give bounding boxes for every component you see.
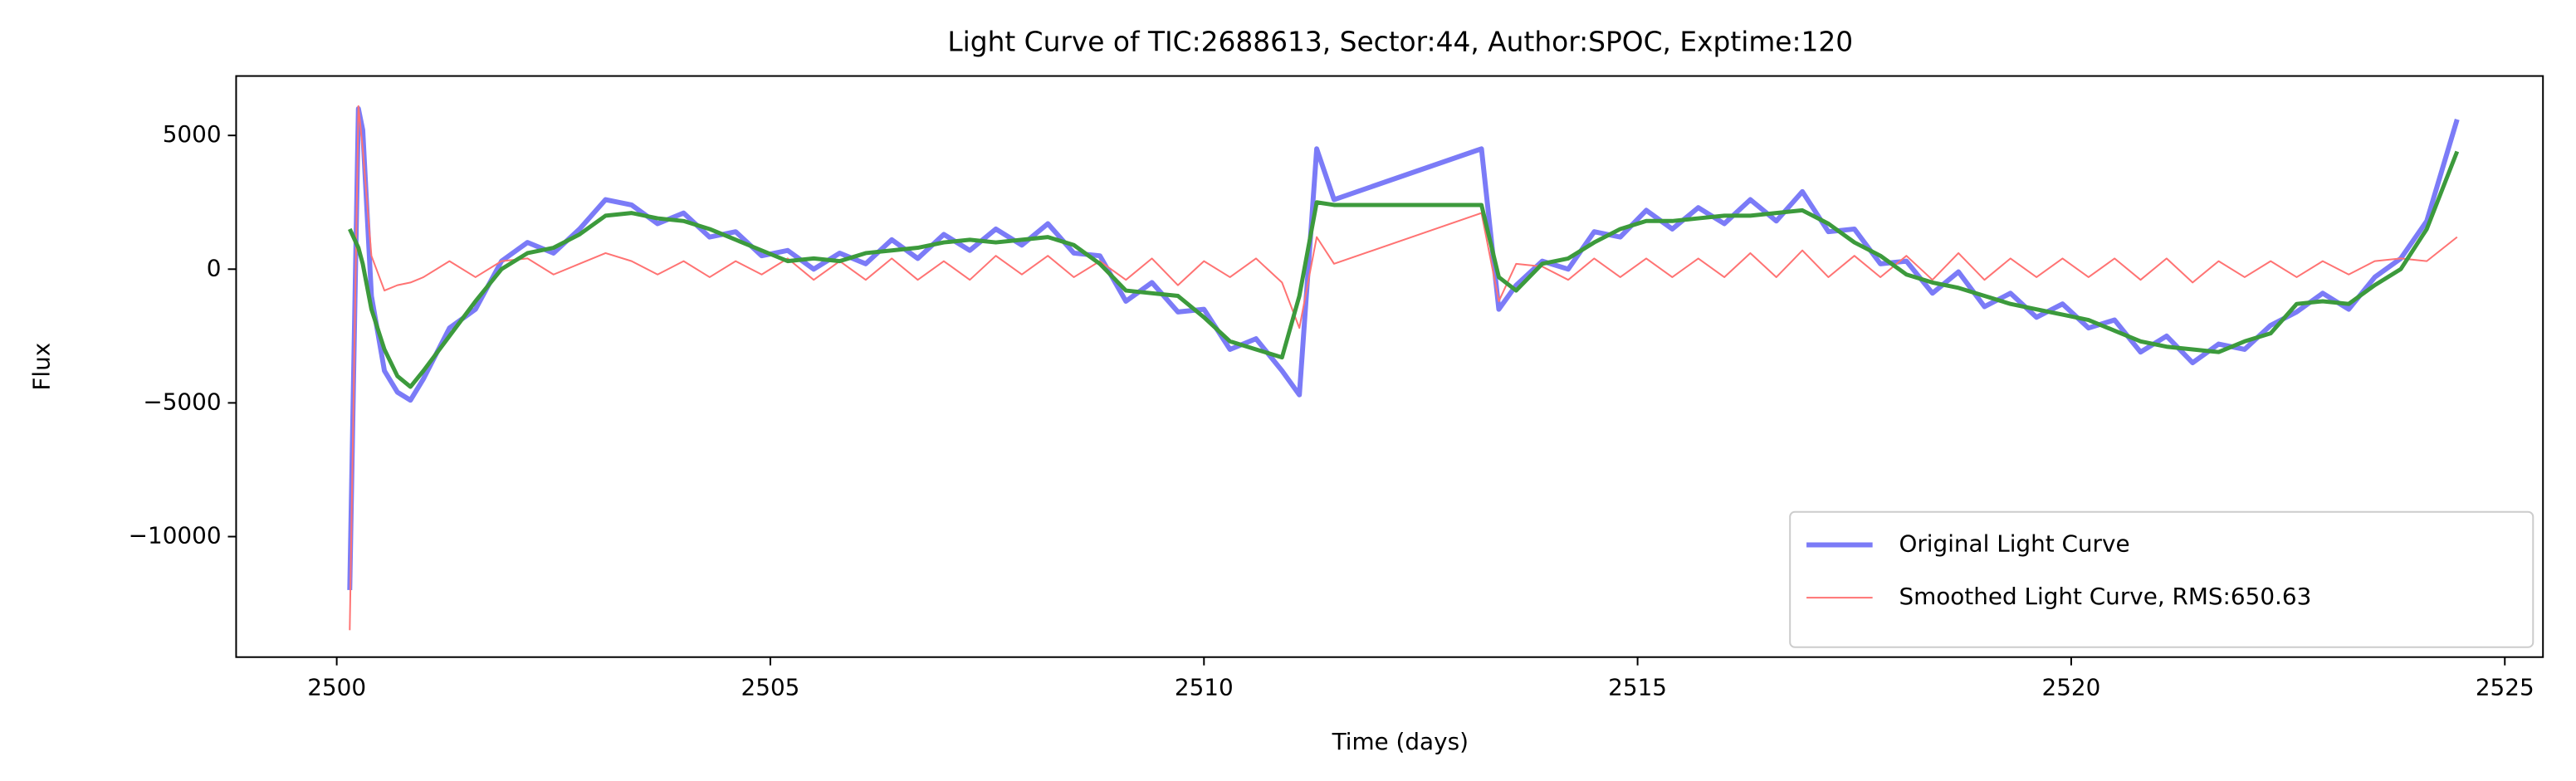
legend-label: Original Light Curve xyxy=(1899,530,2129,557)
x-tick-label: 2505 xyxy=(741,674,800,701)
x-axis-label: Time (days) xyxy=(1332,728,1469,755)
chart-title: Light Curve of TIC:2688613, Sector:44, A… xyxy=(947,26,1853,57)
x-tick-label: 2510 xyxy=(1175,674,1234,701)
y-tick-label: −10000 xyxy=(129,522,222,549)
x-tick-label: 2515 xyxy=(1608,674,1667,701)
plot-frame xyxy=(235,75,2544,658)
y-tick-label: −5000 xyxy=(143,388,221,415)
y-tick-label: 0 xyxy=(207,254,222,281)
x-tick-label: 2500 xyxy=(307,674,366,701)
series-line xyxy=(348,150,2460,389)
x-tick-label: 2525 xyxy=(2476,674,2534,701)
x-tick-label: 2520 xyxy=(2042,674,2101,701)
y-axis-label: Flux xyxy=(28,343,56,391)
series-line xyxy=(349,105,2458,631)
y-tick-label: 5000 xyxy=(163,120,222,148)
legend-box xyxy=(1789,510,2534,648)
legend-label: Smoothed Light Curve, RMS:650.63 xyxy=(1899,583,2311,610)
